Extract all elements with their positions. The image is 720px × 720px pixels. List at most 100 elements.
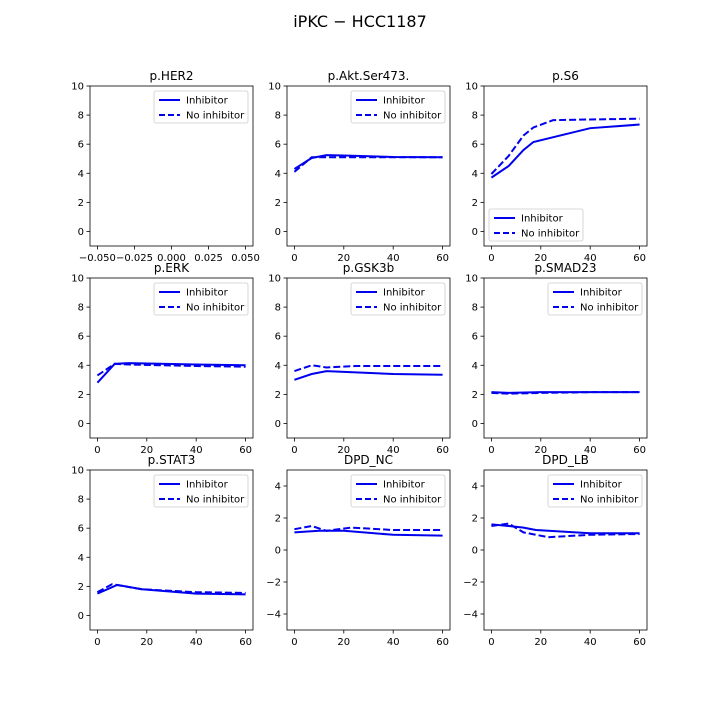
series-line-inhibitor bbox=[294, 370, 443, 381]
legend: Inhibitor No inhibitor bbox=[350, 282, 446, 316]
legend: Inhibitor No inhibitor bbox=[153, 474, 249, 508]
series-line-no-inhibitor bbox=[491, 391, 640, 395]
x-tick-label: 0 bbox=[488, 253, 494, 264]
series-line-inhibitor bbox=[96, 362, 246, 384]
y-tick-label: 8 bbox=[275, 111, 281, 122]
series-line-no-inhibitor bbox=[96, 583, 246, 594]
y-tick-label: 6 bbox=[78, 140, 84, 151]
y-tick-label: 4 bbox=[472, 482, 478, 493]
y-tick-label: 10 bbox=[465, 82, 478, 93]
panel-title: p.STAT3 bbox=[148, 453, 196, 467]
legend-label: No inhibitor bbox=[580, 303, 639, 314]
legend: Inhibitor No inhibitor bbox=[350, 474, 446, 508]
y-tick-label: 4 bbox=[472, 169, 478, 180]
y-tick-label: 2 bbox=[275, 390, 281, 401]
x-tick-label: 60 bbox=[633, 445, 646, 456]
panel-title: p.GSK3b bbox=[343, 261, 394, 275]
panel-title: p.SMAD23 bbox=[534, 261, 596, 275]
legend-label: Inhibitor bbox=[580, 480, 623, 491]
x-tick-label: 40 bbox=[387, 445, 400, 456]
panel-4: p.GSK3b 0 2 4 6 8 10 0 20 40 60 Inhibitor No inhibit… bbox=[268, 261, 451, 456]
x-tick-label: 0 bbox=[291, 445, 297, 456]
panel-6: p.STAT3 0 2 4 6 8 10 0 20 40 60 Inhibitor No inhibit… bbox=[71, 453, 254, 648]
y-tick-label: 6 bbox=[275, 332, 281, 343]
x-tick-label: 0 bbox=[488, 445, 494, 456]
legend: Inhibitor No inhibitor bbox=[153, 282, 249, 316]
y-tick-label: 4 bbox=[275, 482, 281, 493]
x-tick-label: 20 bbox=[337, 445, 350, 456]
x-tick-label: 0 bbox=[291, 637, 297, 648]
x-tick-label: 20 bbox=[140, 445, 153, 456]
x-tick-label: 40 bbox=[190, 445, 203, 456]
series-line-no-inhibitor bbox=[294, 364, 443, 373]
legend: Inhibitor No inhibitor bbox=[547, 282, 643, 316]
series-line-inhibitor bbox=[491, 523, 640, 535]
axis-frame bbox=[483, 85, 648, 247]
series-line-no-inhibitor bbox=[293, 156, 443, 173]
y-tick-label: 4 bbox=[275, 361, 281, 372]
y-tick-label: 6 bbox=[78, 524, 84, 535]
y-tick-label: 10 bbox=[465, 274, 478, 285]
y-tick-label: 2 bbox=[472, 198, 478, 209]
y-tick-label: 6 bbox=[472, 140, 478, 151]
y-tick-label: 0 bbox=[472, 419, 478, 430]
legend-label: Inhibitor bbox=[383, 288, 426, 299]
y-tick-label: 4 bbox=[78, 553, 84, 564]
y-tick-label: 6 bbox=[275, 140, 281, 151]
panel-0: p.HER2 0 2 4 6 8 10 −0.050 −0.025 0.000 0.025 0.050… bbox=[71, 69, 260, 264]
x-tick-label: 60 bbox=[633, 637, 646, 648]
panel-title: DPD_NC bbox=[344, 453, 393, 467]
x-tick-label: 40 bbox=[584, 637, 597, 648]
y-tick-label: 8 bbox=[78, 303, 84, 314]
panel-title: p.Akt.Ser473. bbox=[328, 69, 410, 83]
y-tick-label: −2 bbox=[266, 578, 281, 589]
legend-label: No inhibitor bbox=[383, 495, 442, 506]
x-tick-label: 0.025 bbox=[194, 253, 223, 264]
y-tick-label: 0 bbox=[472, 227, 478, 238]
y-tick-label: 2 bbox=[275, 514, 281, 525]
y-tick-label: 2 bbox=[78, 390, 84, 401]
x-tick-label: 60 bbox=[239, 637, 252, 648]
series-line-inhibitor bbox=[294, 529, 443, 537]
legend: Inhibitor No inhibitor bbox=[153, 90, 249, 124]
axis-frame bbox=[286, 85, 451, 247]
x-tick-label: 20 bbox=[337, 253, 350, 264]
series-line-inhibitor bbox=[490, 123, 640, 179]
x-tick-label: 60 bbox=[436, 253, 449, 264]
y-tick-label: 6 bbox=[78, 332, 84, 343]
legend-label: No inhibitor bbox=[580, 495, 639, 506]
y-tick-label: 2 bbox=[275, 198, 281, 209]
x-tick-label: 0 bbox=[94, 445, 100, 456]
x-tick-label: 0 bbox=[94, 637, 100, 648]
legend-label: Inhibitor bbox=[186, 96, 229, 107]
y-tick-label: 0 bbox=[275, 546, 281, 557]
axis-frame bbox=[89, 277, 254, 439]
panel-title: p.HER2 bbox=[149, 69, 193, 83]
legend-label: Inhibitor bbox=[521, 214, 564, 225]
panel-5: p.SMAD23 0 2 4 6 8 10 0 20 40 60 Inhibitor No inhibi… bbox=[465, 261, 648, 456]
x-tick-label: 20 bbox=[140, 637, 153, 648]
x-tick-label: 20 bbox=[337, 637, 350, 648]
y-tick-label: 8 bbox=[275, 303, 281, 314]
x-tick-label: 60 bbox=[436, 637, 449, 648]
x-tick-label: −0.050 bbox=[79, 253, 116, 264]
y-tick-label: 8 bbox=[472, 303, 478, 314]
y-tick-label: 2 bbox=[78, 198, 84, 209]
y-tick-label: 10 bbox=[71, 466, 84, 477]
legend-label: No inhibitor bbox=[383, 303, 442, 314]
panel-title: DPD_LB bbox=[542, 453, 589, 467]
x-tick-label: 20 bbox=[534, 637, 547, 648]
series-line-no-inhibitor bbox=[96, 362, 246, 377]
legend: Inhibitor No inhibitor bbox=[350, 90, 446, 124]
y-tick-label: 0 bbox=[472, 546, 478, 557]
legend-label: Inhibitor bbox=[383, 480, 426, 491]
x-tick-label: 60 bbox=[633, 253, 646, 264]
y-tick-label: 4 bbox=[78, 169, 84, 180]
x-tick-label: 40 bbox=[190, 637, 203, 648]
legend-label: No inhibitor bbox=[383, 111, 442, 122]
y-tick-label: 8 bbox=[472, 111, 478, 122]
legend-label: No inhibitor bbox=[186, 495, 245, 506]
y-tick-label: 0 bbox=[78, 419, 84, 430]
